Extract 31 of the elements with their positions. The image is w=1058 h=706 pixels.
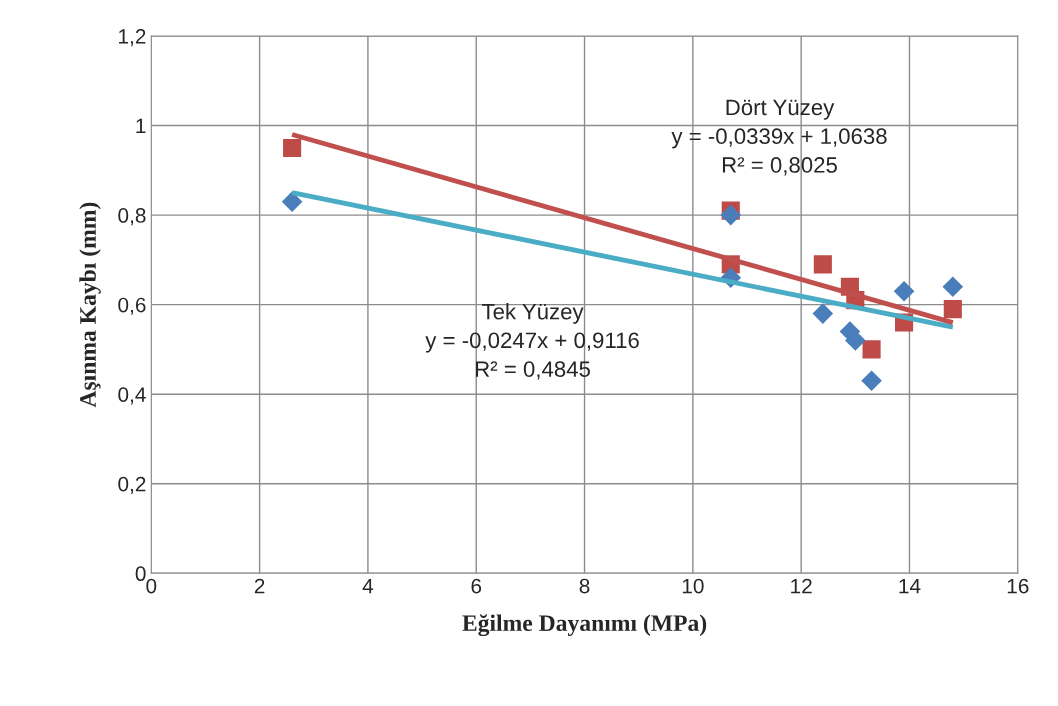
point: [813, 255, 832, 274]
point: [812, 303, 834, 324]
x-tick-label: 6: [471, 578, 482, 594]
point: [943, 300, 962, 319]
y-tick-label: 0,8: [118, 208, 146, 226]
y-tick-label: 1: [136, 118, 146, 134]
x-tick-label: 4: [362, 578, 374, 594]
x-tick-label: 14: [899, 578, 921, 594]
point: [845, 330, 866, 351]
y-tick-label: 0,4: [118, 387, 146, 405]
x-tick-label: 0: [146, 578, 157, 594]
x-axis-title: Eğilme Dayanımı (MPa): [462, 614, 707, 637]
point: [893, 280, 915, 302]
point: [283, 138, 302, 157]
annotation: Dört Yüzey y = -0,0339x + 1,0638 R² = 0,8025: [671, 99, 887, 176]
point: [281, 191, 303, 212]
x-tick-label: 8: [579, 578, 590, 594]
x-tick-label: 12: [791, 578, 812, 594]
y-tick-label: 0: [135, 566, 146, 582]
y-axis-title: Aşınma Kaybı (mm): [79, 202, 101, 408]
y-tick-label: 0,6: [118, 297, 146, 315]
point: [862, 340, 881, 359]
x-tick-label: 16: [1007, 578, 1029, 594]
y-tick-label: 1,2: [119, 29, 146, 47]
y-tick-label: 0,2: [118, 476, 146, 494]
annotation: Tek Yüzey y = -0,0247x + 0,9116 R² = 0,4845: [425, 303, 639, 380]
point: [720, 204, 742, 226]
point: [942, 276, 964, 298]
x-tick-label: 10: [682, 578, 704, 594]
point: [861, 370, 882, 392]
x-tick-label: 2: [254, 578, 265, 594]
